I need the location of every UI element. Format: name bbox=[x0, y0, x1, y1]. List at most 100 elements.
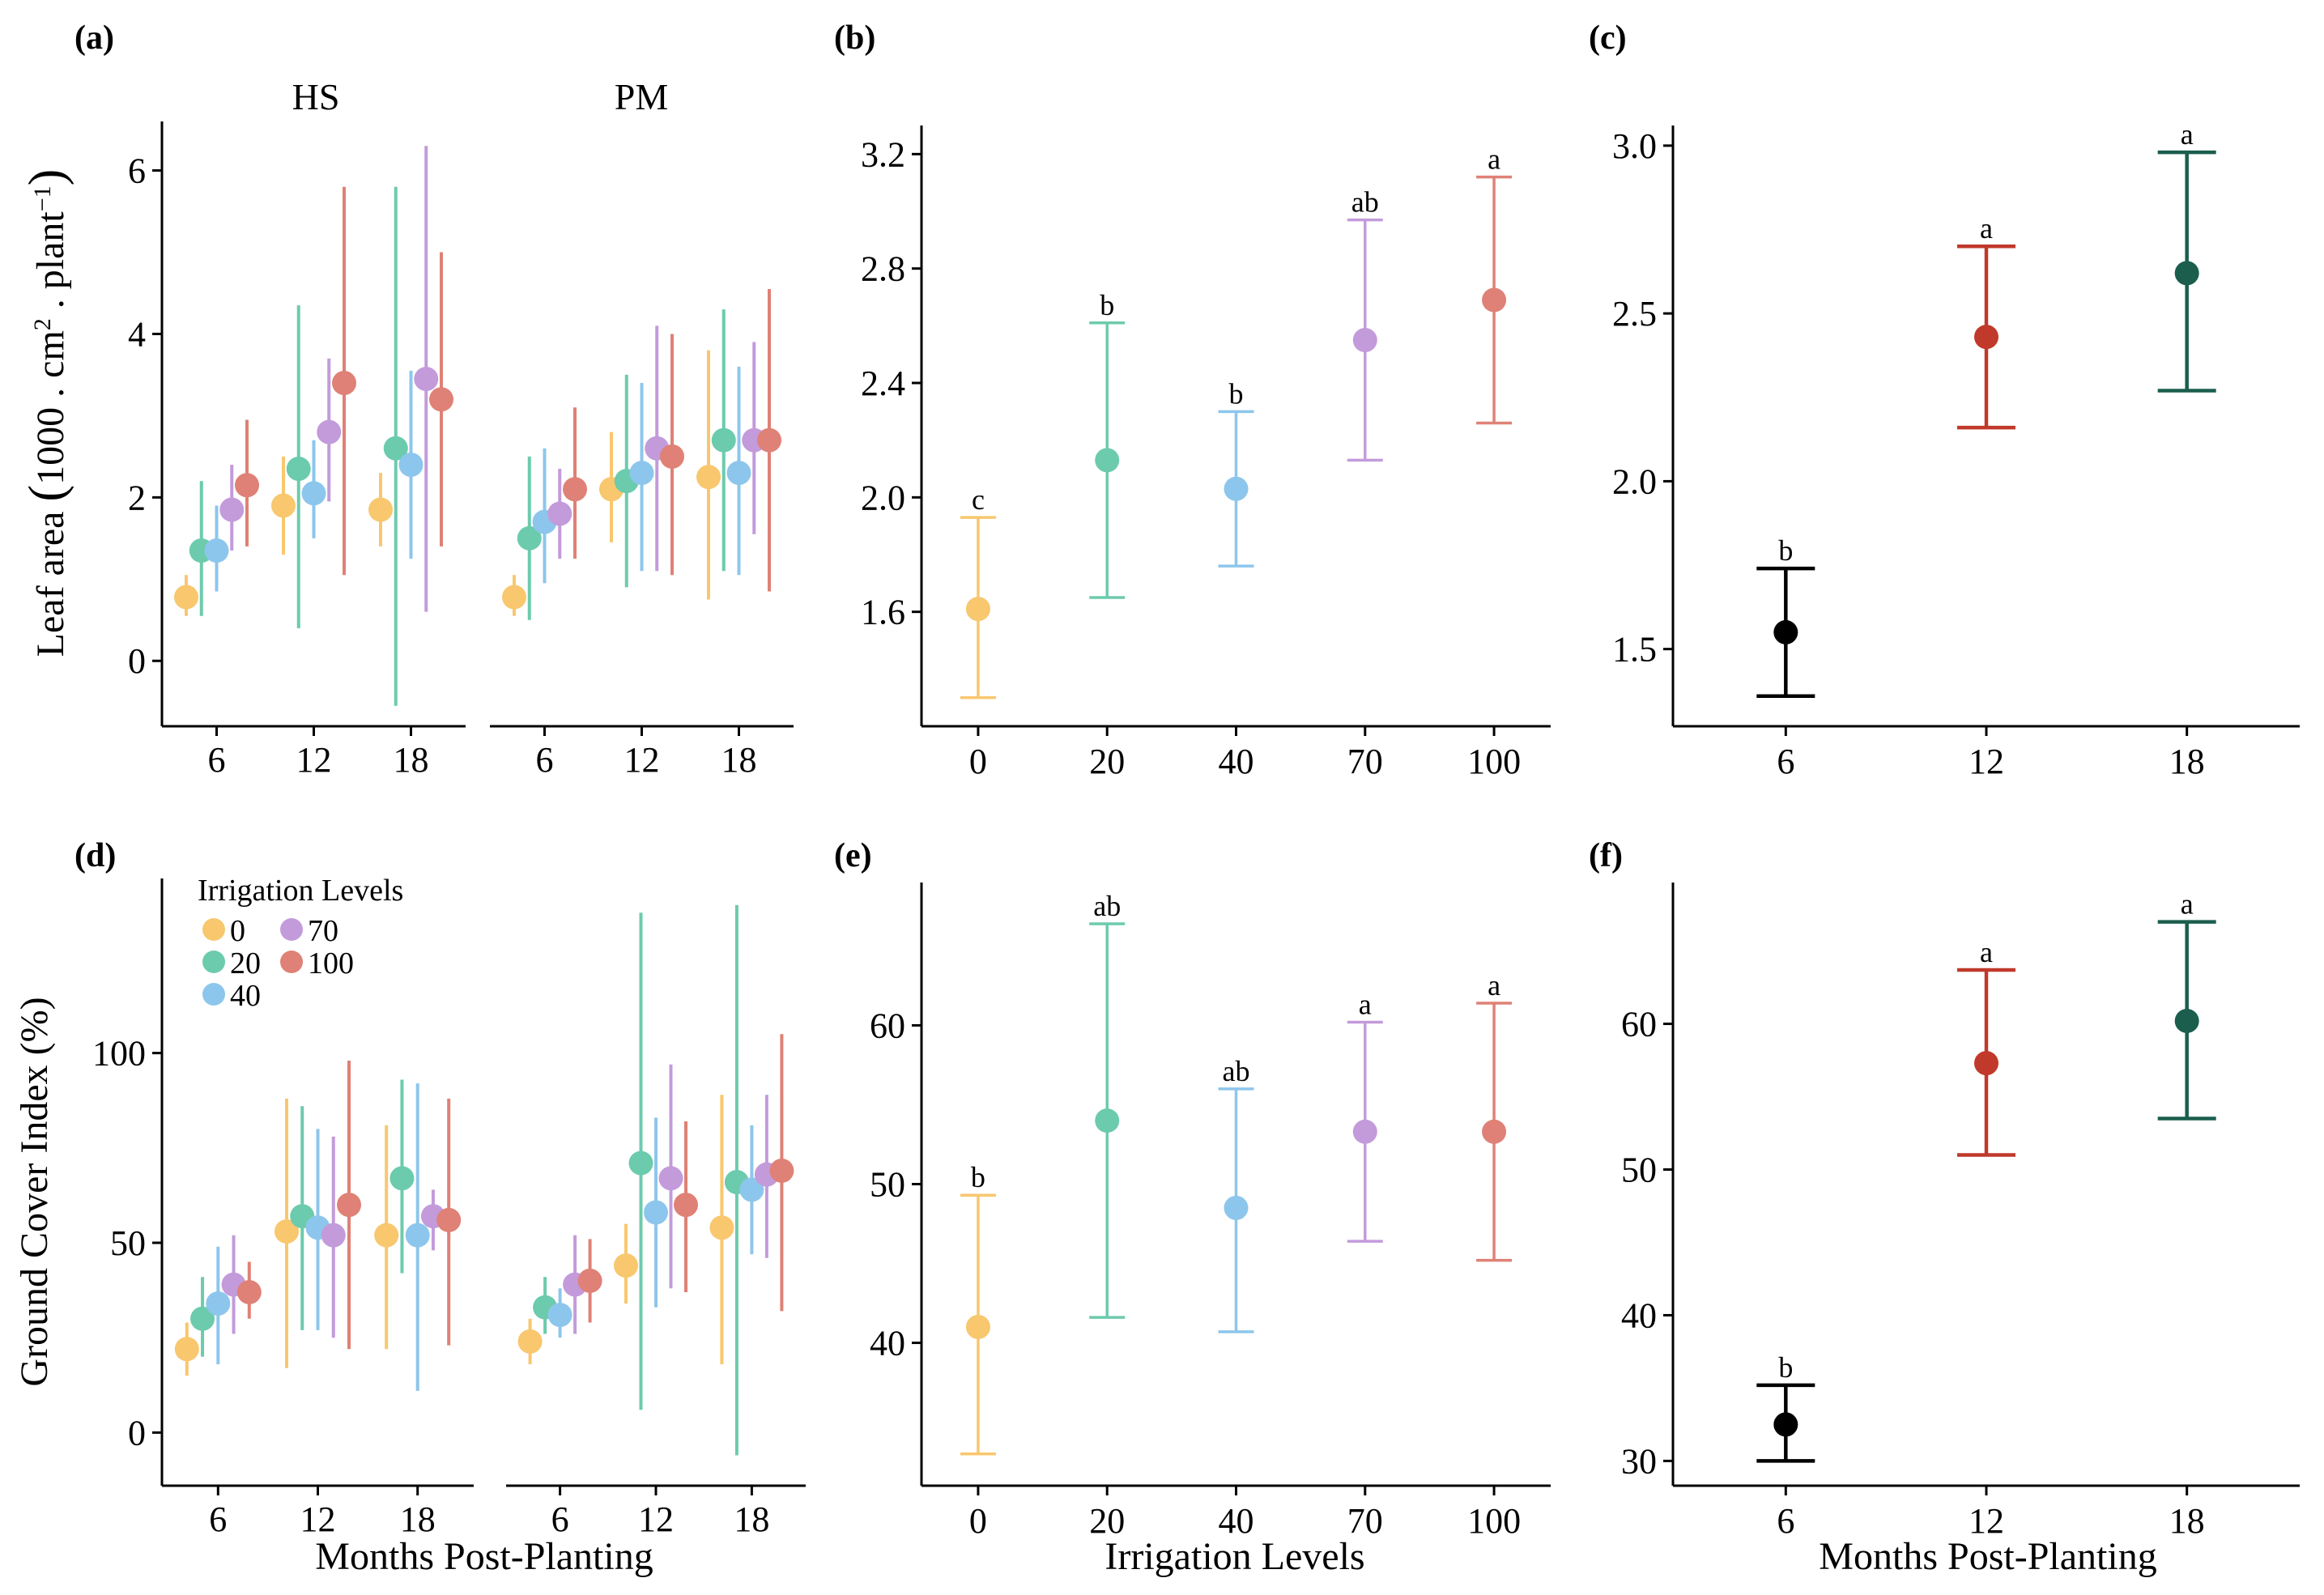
data-point bbox=[674, 1193, 698, 1218]
x-axis-title-e: Irrigation Levels bbox=[1105, 1535, 1364, 1578]
legend-label: 20 bbox=[230, 946, 261, 980]
data-point bbox=[1352, 328, 1377, 352]
data-point bbox=[236, 1279, 262, 1304]
data-point bbox=[1095, 1108, 1120, 1134]
y-axis-title-ground-cover: Ground Cover Index (%) bbox=[13, 997, 56, 1386]
significance-letter: ab bbox=[1093, 890, 1121, 922]
data-point bbox=[965, 1314, 990, 1339]
legend-label: 70 bbox=[308, 914, 338, 948]
data-point bbox=[517, 1329, 543, 1354]
y-tick-label: 50 bbox=[110, 1223, 146, 1263]
data-point bbox=[414, 366, 439, 391]
data-point bbox=[628, 1151, 653, 1176]
legend-item-100: 100 bbox=[280, 946, 354, 980]
x-tick-label: 6 bbox=[209, 1499, 227, 1539]
y-tick-label: 2.0 bbox=[861, 478, 905, 517]
data-point bbox=[383, 436, 408, 461]
significance-letter: b bbox=[1778, 1351, 1793, 1384]
data-point bbox=[517, 525, 542, 551]
x-tick-label: 18 bbox=[400, 1499, 436, 1539]
data-point bbox=[2174, 261, 2199, 286]
data-point bbox=[204, 538, 229, 563]
data-point bbox=[317, 419, 342, 444]
significance-letter: b bbox=[971, 1161, 985, 1193]
significance-letter: b bbox=[1229, 377, 1244, 410]
x-axis-title-d: Months Post-Planting bbox=[315, 1535, 653, 1578]
data-point bbox=[219, 497, 245, 522]
x-tick-label: 6 bbox=[536, 740, 554, 780]
data-point bbox=[1482, 1119, 1507, 1144]
data-point bbox=[547, 501, 572, 526]
data-point bbox=[757, 427, 781, 453]
legend: Irrigation Levels 0 70 20 100 40 bbox=[198, 874, 403, 1013]
data-point bbox=[709, 1215, 734, 1240]
data-point bbox=[711, 427, 736, 453]
y-tick-label: 4 bbox=[128, 314, 146, 354]
data-point bbox=[1352, 1119, 1377, 1144]
data-point bbox=[644, 1200, 668, 1225]
plot-layer: 1.62.02.42.83.20c20b40b70ab100a1.52.02.5… bbox=[92, 118, 2300, 1541]
x-tick-label: 18 bbox=[2169, 742, 2205, 781]
significance-letter: a bbox=[1980, 212, 1993, 245]
data-point bbox=[389, 1166, 415, 1191]
data-point bbox=[301, 481, 326, 506]
x-tick-label: 12 bbox=[638, 1499, 674, 1539]
data-point bbox=[271, 493, 296, 518]
data-point bbox=[614, 1253, 638, 1278]
x-tick-label: 0 bbox=[969, 1501, 987, 1541]
x-tick-label: 12 bbox=[624, 740, 660, 780]
data-point bbox=[660, 444, 684, 469]
y-tick-label: 30 bbox=[1621, 1441, 1657, 1481]
legend-swatch bbox=[202, 918, 225, 941]
significance-letter: a bbox=[1359, 989, 1372, 1021]
significance-letter: a bbox=[1980, 936, 1993, 968]
significance-letter: a bbox=[1488, 143, 1500, 176]
x-tick-label: 18 bbox=[734, 1499, 769, 1539]
data-point bbox=[206, 1291, 231, 1316]
data-point bbox=[739, 1177, 764, 1202]
data-point bbox=[235, 473, 259, 498]
legend-swatch bbox=[202, 951, 225, 973]
significance-letter: ab bbox=[1351, 186, 1379, 219]
data-point bbox=[436, 1207, 462, 1232]
data-point bbox=[374, 1223, 399, 1248]
x-tick-label: 0 bbox=[969, 742, 987, 781]
y-tick-label: 3.0 bbox=[1612, 126, 1657, 166]
data-point bbox=[1773, 1412, 1798, 1437]
data-point bbox=[332, 371, 356, 396]
x-tick-label: 18 bbox=[721, 740, 757, 780]
panel-tag-d: (d) bbox=[74, 837, 116, 874]
significance-letter: c bbox=[972, 483, 985, 516]
data-point bbox=[696, 465, 721, 490]
data-point bbox=[368, 497, 393, 522]
data-point bbox=[726, 461, 751, 486]
significance-letter: b bbox=[1100, 289, 1114, 321]
data-point bbox=[174, 585, 198, 610]
data-point bbox=[174, 1337, 199, 1362]
x-axis-title-f: Months Post-Planting bbox=[1819, 1535, 2156, 1578]
data-point bbox=[2174, 1008, 2199, 1033]
data-point bbox=[1974, 325, 1998, 350]
x-tick-label: 100 bbox=[1467, 742, 1521, 781]
data-point bbox=[337, 1193, 361, 1218]
x-tick-label: 70 bbox=[1347, 742, 1383, 781]
data-point bbox=[769, 1158, 794, 1183]
data-point bbox=[577, 1268, 602, 1293]
panel-tag-b: (b) bbox=[834, 19, 875, 57]
y-tick-label: 6 bbox=[128, 151, 146, 191]
significance-letter: a bbox=[2181, 888, 2194, 921]
significance-letter: a bbox=[2181, 118, 2194, 151]
significance-letter: a bbox=[1488, 969, 1500, 1002]
y-tick-label: 2.0 bbox=[1612, 461, 1657, 501]
data-point bbox=[1224, 476, 1249, 501]
legend-item-0: 0 bbox=[202, 914, 245, 948]
x-tick-label: 6 bbox=[551, 1499, 569, 1539]
y-tick-label: 50 bbox=[870, 1165, 905, 1205]
y-tick-label: 60 bbox=[870, 1006, 905, 1045]
y-tick-label: 3.2 bbox=[861, 134, 905, 174]
legend-label: 0 bbox=[230, 914, 245, 948]
y-tick-label: 40 bbox=[870, 1324, 905, 1363]
legend-swatch bbox=[202, 983, 225, 1006]
data-point bbox=[629, 461, 654, 486]
panel-tag-a: (a) bbox=[74, 19, 114, 57]
